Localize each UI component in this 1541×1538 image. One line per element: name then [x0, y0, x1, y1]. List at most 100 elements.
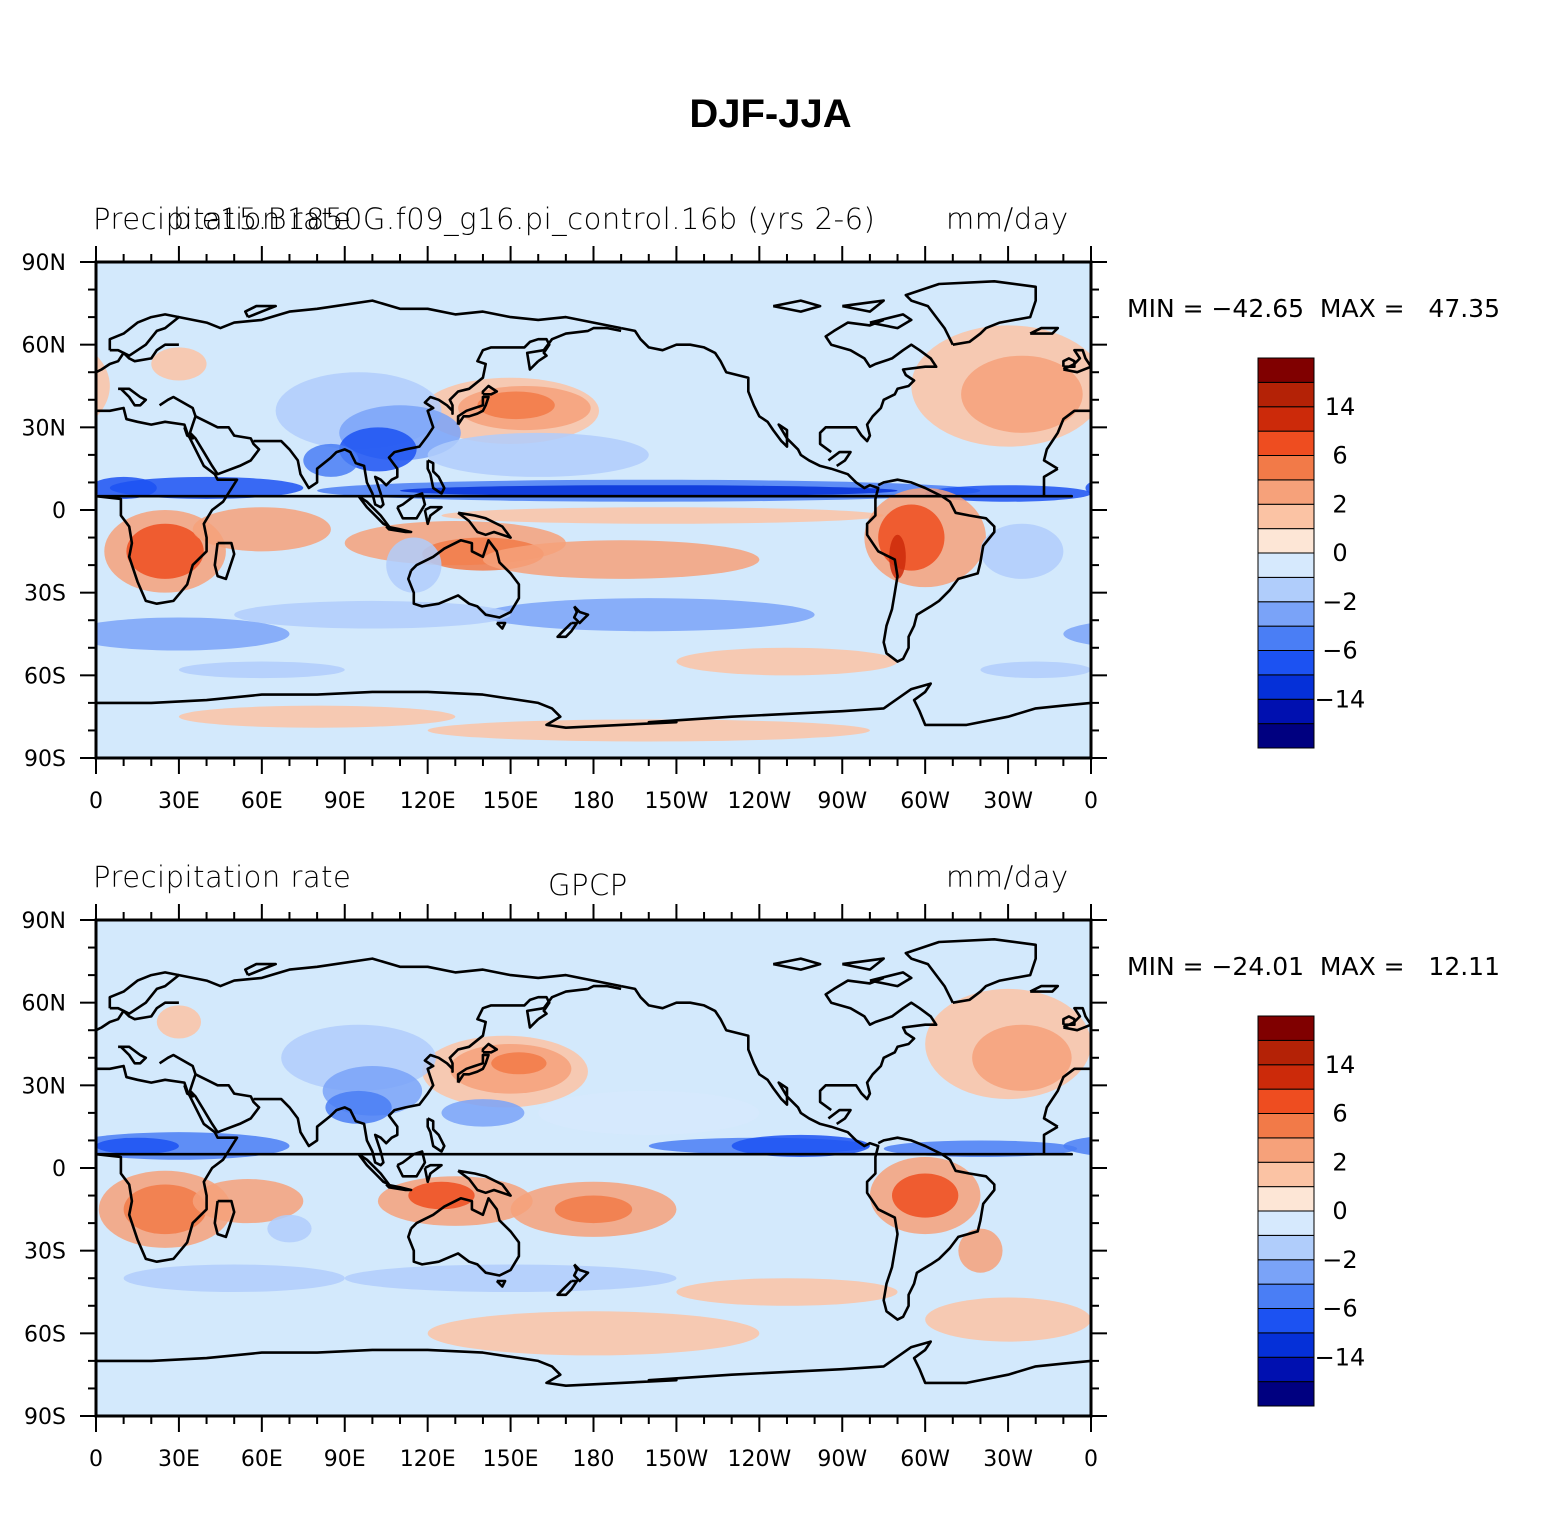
anomaly-area: [980, 523, 1064, 579]
anomaly-area: [0, 485, 96, 502]
lon-label: 90E: [324, 1447, 366, 1472]
lat-label: 90N: [22, 251, 66, 276]
lon-label: 120E: [400, 789, 456, 814]
coastline: [213, 1199, 236, 1239]
coastline: [481, 1042, 499, 1054]
coastline: [406, 1196, 521, 1277]
lon-label: 30W: [983, 789, 1033, 814]
anomaly-area: [1423, 719, 1541, 741]
coastline: [772, 957, 822, 971]
colorbar: 14 6 2 0 −2 −6 −14: [1257, 357, 1366, 749]
coastline: [1042, 409, 1091, 470]
anomaly-area: [731, 1134, 870, 1157]
colorbar-box: [1257, 1234, 1315, 1261]
lon-label: 60W: [900, 789, 950, 814]
coastline: [1029, 326, 1060, 335]
lon-label: 120W: [727, 1447, 791, 1472]
coastline: [118, 387, 148, 407]
lat-label: 60N: [22, 334, 66, 359]
anomaly-area: [1506, 1182, 1541, 1237]
colorbar-box: [1257, 625, 1315, 651]
anomaly-area: [1417, 1036, 1541, 1108]
lat-label: 90N: [22, 909, 66, 934]
coastline: [525, 326, 622, 371]
coastline: [620, 984, 996, 1321]
anomaly-area: [1099, 510, 1221, 593]
map-field: [0, 920, 1541, 1416]
anomaly-area: [958, 1228, 1003, 1273]
colorbar-label: −14: [1315, 685, 1366, 713]
lon-label: 30E: [158, 1447, 200, 1472]
anomaly-area: [151, 347, 207, 381]
colorbar-box: [1257, 601, 1315, 627]
lon-label: 150E: [483, 789, 539, 814]
min-max-label: MIN = −24.01 MAX = 12.11: [1127, 952, 1500, 981]
colorbar-box: [1257, 650, 1315, 676]
coastline: [357, 1153, 391, 1186]
lat-label: 30N: [22, 416, 66, 441]
axis-ticks: [80, 246, 1107, 774]
anomaly-area: [892, 1173, 959, 1218]
colorbar-box: [1257, 381, 1315, 408]
anomaly-area: [482, 540, 760, 579]
colorbar-box: [1257, 1259, 1315, 1285]
anomaly-area: [441, 1099, 525, 1127]
coastline: [396, 1150, 427, 1178]
anomaly-area: [1091, 1138, 1174, 1155]
anomaly-area: [178, 661, 345, 679]
coastline: [385, 1183, 413, 1192]
anomaly-area: [1478, 540, 1541, 579]
coastline: [96, 1001, 179, 1032]
colorbar-label: −6: [1322, 637, 1357, 665]
colorbar-label: 14: [1325, 393, 1356, 421]
coastline: [1062, 1015, 1076, 1026]
panel-left-string: Precipitation rate: [93, 202, 352, 236]
lon-label: 0: [1084, 1447, 1098, 1472]
anomaly-area: [1174, 662, 1340, 679]
colorbar-box: [1257, 1332, 1315, 1358]
coastline: [96, 343, 179, 374]
colorbar-box: [1257, 1308, 1315, 1334]
colorbar-box: [1257, 406, 1315, 432]
anomaly-area: [538, 1090, 760, 1135]
coastline: [456, 1053, 490, 1084]
anomaly-area: [0, 1229, 8, 1273]
coastline: [385, 525, 413, 534]
lon-label: 60E: [241, 789, 283, 814]
colorbar-box: [1257, 576, 1315, 603]
coastline: [118, 1045, 148, 1065]
anomaly-area: [1381, 538, 1436, 593]
lon-label: 30E: [158, 789, 200, 814]
coastline: [1062, 357, 1076, 368]
colorbar-label: 14: [1325, 1051, 1356, 1079]
coastline: [456, 395, 490, 426]
anomaly-area: [883, 1140, 1078, 1157]
coastline: [525, 984, 622, 1029]
coastline: [869, 971, 913, 988]
lat-label: 90S: [24, 1405, 66, 1430]
anomaly-area: [889, 534, 906, 579]
lon-label: 180: [573, 1447, 615, 1472]
coastline: [158, 1053, 197, 1098]
coastline: [426, 459, 446, 495]
anomaly-area: [303, 443, 359, 477]
lon-label: 0: [89, 789, 103, 814]
anomaly-area: [676, 1278, 898, 1306]
anomaly-area: [267, 1214, 312, 1243]
anomaly-area: [339, 427, 417, 472]
coastline: [481, 384, 499, 396]
anomaly-area: [482, 598, 815, 632]
coastline: [495, 1279, 507, 1288]
anomaly-area: [234, 600, 511, 629]
coastline: [904, 938, 1037, 1004]
lon-label: 120E: [400, 1447, 456, 1472]
coastline: [1042, 1067, 1091, 1128]
panel-center-string: GPCP: [548, 868, 628, 902]
anomaly-area: [156, 1005, 202, 1039]
colorbar-box: [1257, 1137, 1315, 1163]
coastline: [572, 1263, 590, 1283]
lat-label: 0: [52, 1157, 66, 1182]
axis-ticks: [80, 904, 1107, 1432]
anomaly-area: [192, 507, 331, 552]
lat-label: 0: [52, 499, 66, 524]
